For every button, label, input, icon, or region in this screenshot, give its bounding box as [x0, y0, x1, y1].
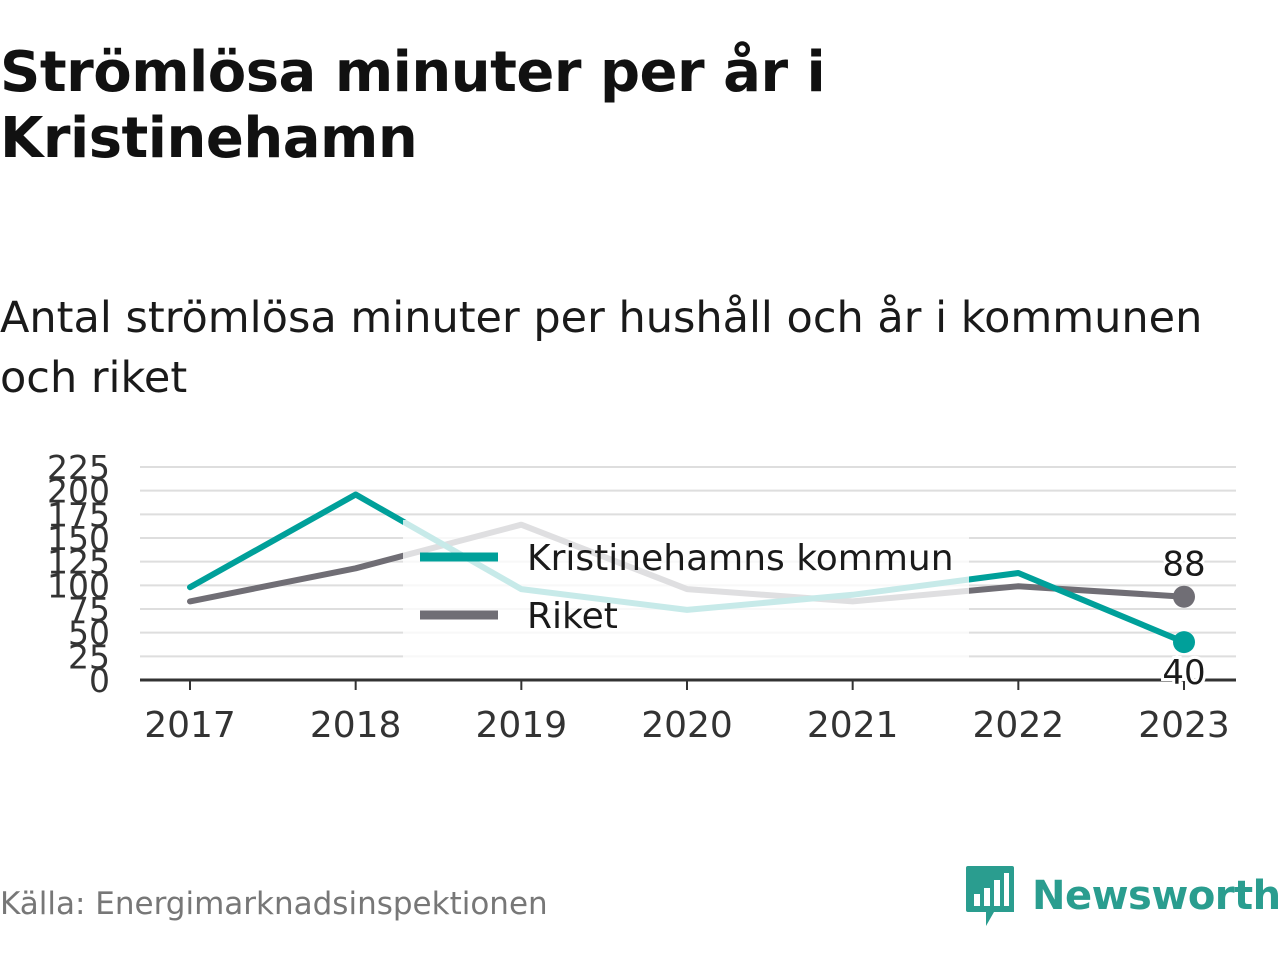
source-note: Källa: Energimarknadsinspektionen	[0, 886, 548, 922]
legend-label: Riket	[527, 596, 618, 637]
y-tick-label: 200	[47, 472, 110, 511]
legend-label: Kristinehamns kommun	[527, 538, 954, 579]
y-tick-label: 175	[47, 495, 110, 534]
x-tick-label: 2022	[973, 705, 1065, 746]
end-point	[1173, 631, 1195, 654]
end-value-label: 40	[1162, 653, 1205, 693]
x-tick-label: 2023	[1138, 705, 1230, 746]
x-tick-label: 2019	[476, 705, 568, 746]
end-points: 40 88	[1159, 542, 1208, 696]
y-tick-label: 125	[47, 543, 110, 582]
x-tick-label: 2018	[310, 705, 402, 746]
y-tick-label: 150	[47, 519, 110, 558]
y-tick-label: 0	[89, 661, 110, 700]
y-tick-label: 50	[68, 614, 110, 653]
y-tick-label: 75	[68, 590, 110, 629]
chart-title: Strömlösa minuter per år i Kristinehamn	[0, 40, 826, 171]
x-tick-label: 2017	[144, 705, 236, 746]
y-tick-label: 225	[47, 448, 110, 487]
y-tick-label: 100	[47, 566, 110, 605]
x-tick-label: 2020	[641, 705, 733, 746]
brand-name: Newsworthy	[1032, 873, 1280, 919]
x-axis	[140, 678, 1236, 690]
end-point	[1173, 585, 1195, 608]
y-tick-label: 25	[68, 637, 110, 676]
chart-subtitle: Antal strömlösa minuter per hushåll och …	[0, 293, 1203, 403]
legend: Kristinehamns kommun Riket	[403, 520, 969, 660]
x-tick-label: 2021	[807, 705, 899, 746]
x-axis-ticks: 2017 2018 2019 2020 2021 2022 2023	[144, 705, 1230, 746]
legend-background	[403, 520, 969, 660]
newsworthy-bar-chart-logo-icon	[966, 866, 1014, 926]
end-value-label: 88	[1162, 545, 1205, 585]
brand-logo: Newsworthy	[964, 864, 1280, 928]
